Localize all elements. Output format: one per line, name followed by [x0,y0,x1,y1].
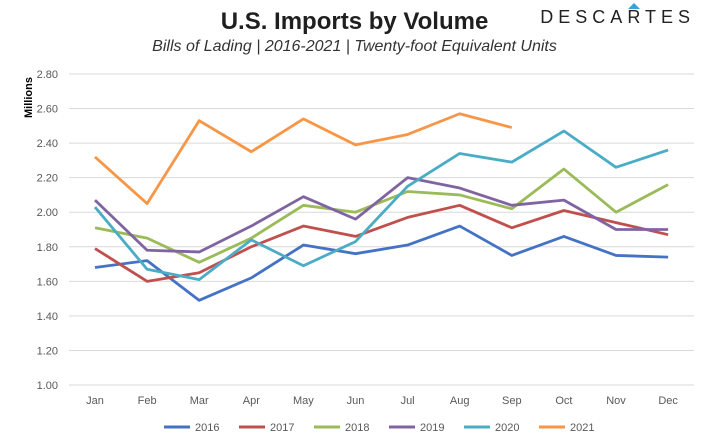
legend-label-2017: 2017 [270,422,294,434]
y-tick-label: 1.20 [37,345,58,357]
series-line-2018 [94,167,669,264]
series-line-2017 [94,203,669,283]
y-tick-label: 2.00 [37,207,58,219]
legend-label-2019: 2019 [420,422,444,434]
x-tick-label: May [293,395,314,407]
legend-label-2018: 2018 [345,422,369,434]
legend-label-2016: 2016 [195,422,219,434]
x-tick-label: Jun [347,395,365,407]
x-tick-label: Oct [555,395,572,407]
logo-mark-icon [628,3,641,9]
chart-title: U.S. Imports by Volume [220,8,489,35]
legend-label-2020: 2020 [495,422,519,434]
series-line-2016 [94,224,669,302]
chart-subtitle: Bills of Lading | 2016-2021 | Twenty-foo… [152,38,557,55]
x-tick-label: Aug [450,395,470,407]
x-tick-label: Dec [658,395,678,407]
x-tick-label: Sep [502,395,522,407]
descartes-logo: DESCARTES [540,3,695,28]
y-axis-label: Millions [23,77,35,118]
y-tick-label: 1.60 [37,276,58,288]
y-tick-label: 2.80 [37,69,58,81]
series-line-2019 [94,176,669,254]
legend-label-2021: 2021 [570,422,594,434]
x-tick-label: Nov [606,395,626,407]
y-tick-label: 2.60 [37,104,58,116]
y-tick-label: 1.80 [37,242,58,254]
x-tick-label: Mar [190,395,209,407]
logo-text: DESCARTES [540,7,695,27]
x-tick-label: Jul [401,395,415,407]
x-tick-label: Jan [86,395,104,407]
y-tick-label: 2.20 [37,173,58,185]
series-line-2020 [93,129,669,282]
x-tick-label: Feb [138,395,157,407]
y-tick-label: 2.40 [37,138,58,150]
y-tick-label: 1.00 [37,380,58,392]
y-tick-label: 1.40 [37,311,58,323]
x-tick-label: Apr [243,395,260,407]
series-line-2021 [94,112,513,205]
